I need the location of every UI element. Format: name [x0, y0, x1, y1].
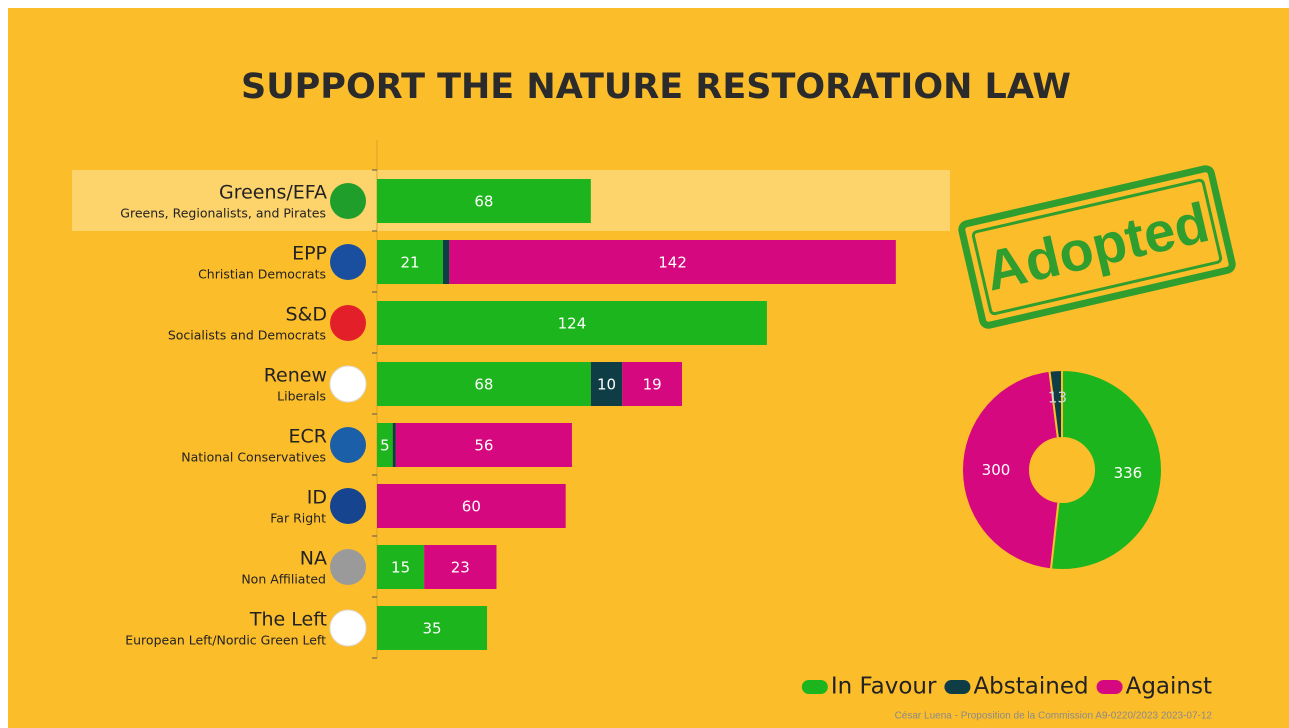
legend-label: Against [1126, 674, 1212, 700]
pie-label: 13 [1048, 389, 1067, 407]
bar-value-label: 15 [391, 559, 410, 577]
party-logo [330, 244, 366, 280]
pie-label: 336 [1114, 464, 1143, 482]
category-subtitle: Far Right [270, 511, 326, 526]
bar-value-label: 142 [658, 254, 687, 272]
chart: SUPPORT THE NATURE RESTORATION LAW Adopt… [0, 0, 1289, 728]
bar-value-label: 68 [474, 376, 493, 394]
bar-value-label: 5 [380, 437, 390, 455]
category-label: ECR [289, 426, 327, 448]
category-subtitle: Christian Democrats [198, 267, 326, 282]
bar-value-label: 35 [422, 620, 441, 638]
party-logo [330, 610, 366, 646]
legend-label: Abstained [973, 674, 1088, 700]
bar-value-label: 19 [643, 376, 662, 394]
category-subtitle: European Left/Nordic Green Left [125, 633, 326, 648]
category-label: NA [300, 548, 327, 570]
credit: César Luena - Proposition de la Commissi… [895, 711, 1213, 722]
category-label: Renew [264, 365, 327, 387]
category-subtitle: Socialists and Democrats [168, 328, 326, 343]
bar-value-label: 68 [474, 193, 493, 211]
bar-value-label: 56 [474, 437, 493, 455]
bar-value-label: 23 [451, 559, 470, 577]
party-logo [330, 366, 366, 402]
bar-segment [393, 423, 396, 467]
category-label: Greens/EFA [219, 182, 327, 204]
category-label: The Left [249, 609, 327, 631]
legend-swatch [1097, 680, 1123, 694]
category-label: S&D [285, 304, 327, 326]
party-logo [330, 427, 366, 463]
bar-value-label: 10 [597, 376, 616, 394]
category-subtitle: Non Affiliated [241, 572, 326, 587]
legend-swatch [944, 680, 970, 694]
chart-title: SUPPORT THE NATURE RESTORATION LAW [241, 67, 1071, 107]
category-subtitle: National Conservatives [181, 450, 326, 465]
party-logo [330, 549, 366, 585]
pie-label: 300 [982, 461, 1011, 479]
party-logo [330, 305, 366, 341]
category-subtitle: Greens, Regionalists, and Pirates [120, 206, 326, 221]
category-subtitle: Liberals [277, 389, 326, 404]
category-label: ID [307, 487, 327, 509]
legend-swatch [802, 680, 828, 694]
bar-value-label: 60 [462, 498, 481, 516]
bar-segment [443, 240, 449, 284]
bar-value-label: 21 [400, 254, 419, 272]
party-logo [330, 488, 366, 524]
category-label: EPP [292, 243, 327, 265]
party-logo [330, 183, 366, 219]
legend-label: In Favour [831, 674, 937, 700]
page: SUPPORT THE NATURE RESTORATION LAW Adopt… [0, 0, 1289, 728]
bar-value-label: 124 [558, 315, 587, 333]
